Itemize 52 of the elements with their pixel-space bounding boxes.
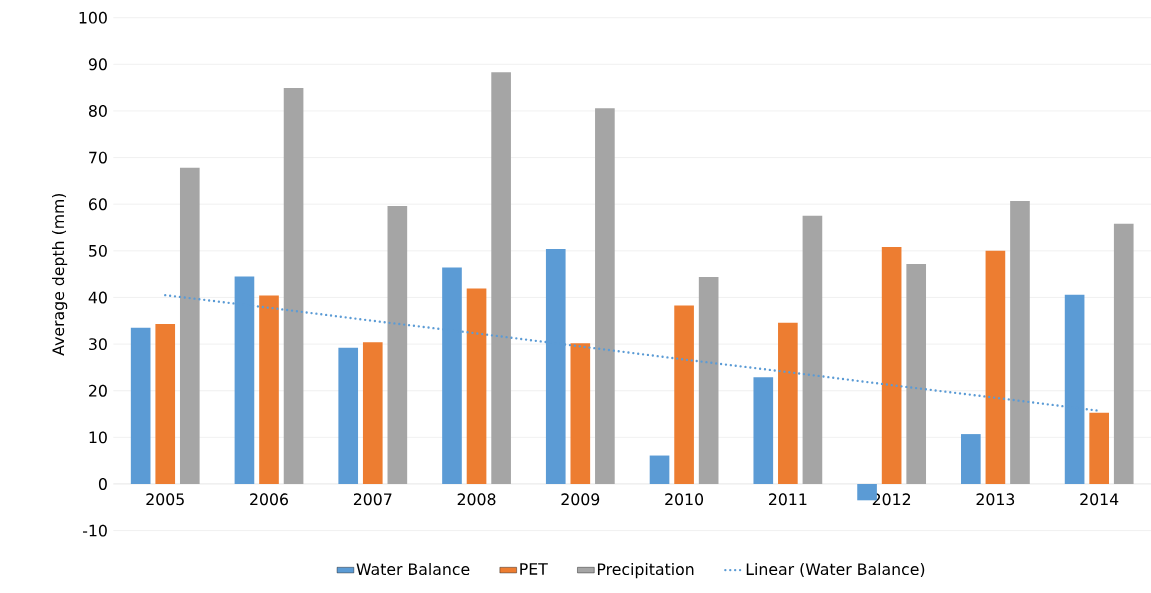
y-axis-title: Average depth (mm) bbox=[52, 194, 68, 356]
bar bbox=[130, 328, 151, 485]
x-tick-label: 2008 bbox=[457, 493, 496, 506]
x-tick-label: 2012 bbox=[872, 493, 911, 506]
bar bbox=[1113, 224, 1134, 485]
x-tick-label: 2013 bbox=[976, 493, 1015, 506]
bar bbox=[674, 305, 694, 485]
legend-label: Water Balance bbox=[356, 563, 470, 576]
bar bbox=[906, 264, 927, 485]
bar bbox=[802, 216, 823, 485]
bar bbox=[570, 343, 591, 485]
y-tick-label: 0 bbox=[98, 478, 107, 491]
bar bbox=[283, 88, 304, 485]
legend-label: PET bbox=[520, 563, 548, 575]
y-tick-label: 40 bbox=[88, 291, 107, 304]
x-tick-label: 2005 bbox=[146, 493, 184, 506]
y-tick-label: 80 bbox=[88, 105, 107, 118]
bar bbox=[491, 72, 511, 485]
y-tick-label: 10 bbox=[89, 431, 107, 444]
y-tick-label: 50 bbox=[89, 245, 107, 258]
x-tick-label: 2011 bbox=[769, 493, 807, 506]
bar bbox=[338, 348, 359, 485]
bar bbox=[881, 247, 902, 485]
legend-label: Precipitation bbox=[597, 563, 694, 579]
bar bbox=[778, 322, 798, 485]
bar bbox=[259, 295, 279, 485]
bar bbox=[753, 377, 774, 485]
y-tick-label: 20 bbox=[89, 385, 107, 397]
bar bbox=[362, 342, 383, 485]
bar bbox=[649, 455, 670, 485]
bar bbox=[985, 251, 1006, 485]
bar bbox=[1089, 412, 1109, 485]
bar bbox=[595, 108, 615, 485]
y-tick-label: 70 bbox=[89, 151, 107, 164]
legend-label: Linear (Water Balance) bbox=[746, 563, 925, 578]
y-tick-label: 90 bbox=[88, 58, 107, 71]
x-tick-label: 2006 bbox=[250, 493, 289, 506]
bar bbox=[466, 288, 487, 485]
y-tick-label: -10 bbox=[83, 524, 107, 537]
x-tick-label: 2014 bbox=[1080, 493, 1119, 506]
x-tick-label: 2010 bbox=[665, 493, 704, 506]
y-tick-label: 100 bbox=[79, 11, 107, 24]
bar bbox=[698, 277, 719, 485]
bar bbox=[1010, 201, 1030, 485]
bar bbox=[961, 434, 981, 485]
bar bbox=[179, 168, 200, 485]
y-tick-label: 60 bbox=[89, 198, 107, 211]
x-tick-label: 2009 bbox=[561, 493, 600, 506]
y-tick-label: 30 bbox=[89, 338, 107, 351]
bar bbox=[387, 206, 408, 485]
bar bbox=[155, 324, 176, 485]
x-tick-label: 2007 bbox=[353, 493, 392, 506]
